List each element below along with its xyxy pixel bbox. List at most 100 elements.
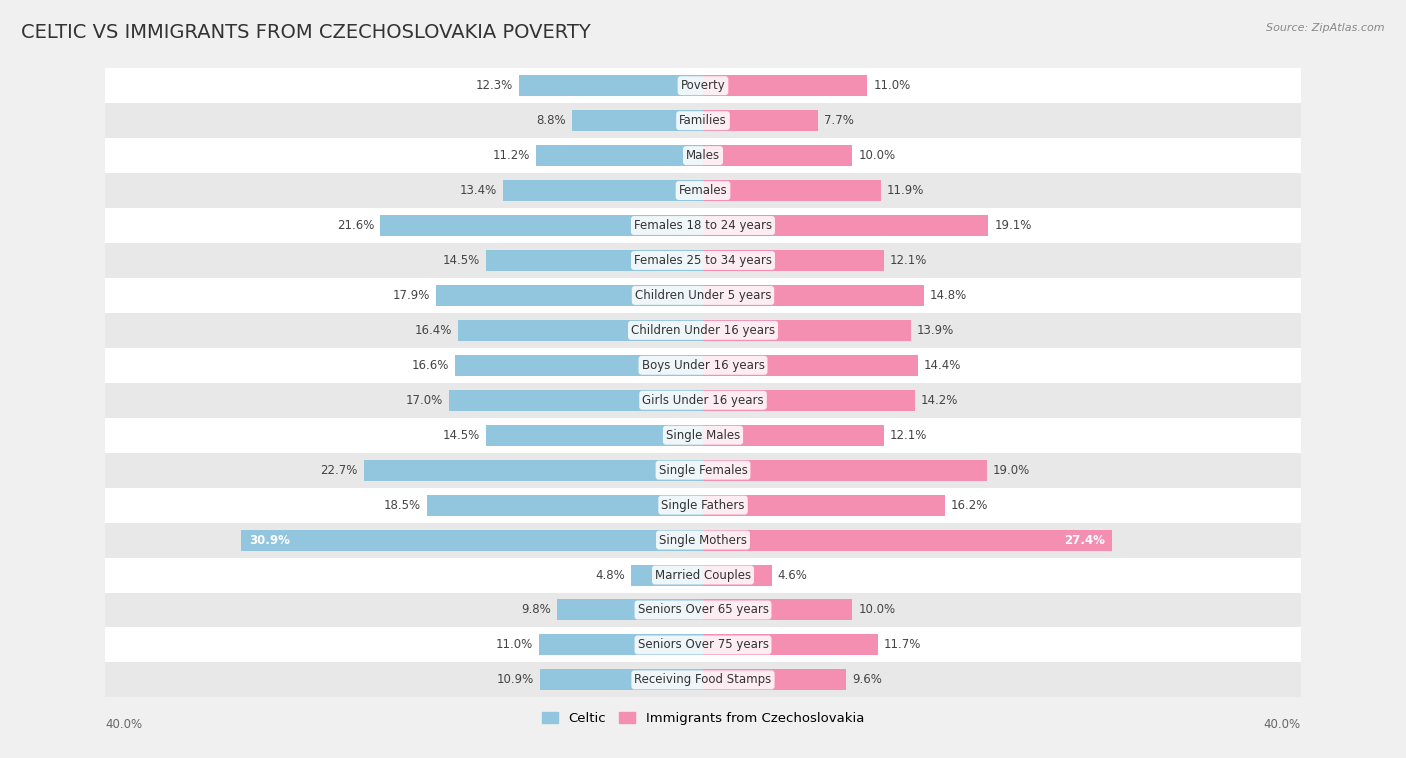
Text: 30.9%: 30.9% [249, 534, 290, 547]
Text: Children Under 16 years: Children Under 16 years [631, 324, 775, 337]
Text: 22.7%: 22.7% [321, 464, 359, 477]
Bar [703, 215, 988, 236]
Text: 21.6%: 21.6% [337, 219, 374, 232]
Text: 17.9%: 17.9% [392, 289, 430, 302]
Text: Females 18 to 24 years: Females 18 to 24 years [634, 219, 772, 232]
Bar [557, 600, 703, 621]
Text: 11.0%: 11.0% [495, 638, 533, 651]
Bar [536, 145, 703, 166]
Bar [486, 250, 703, 271]
Text: 40.0%: 40.0% [1264, 719, 1301, 731]
Text: Receiving Food Stamps: Receiving Food Stamps [634, 673, 772, 687]
Bar [540, 669, 703, 691]
Text: Single Fathers: Single Fathers [661, 499, 745, 512]
Bar [486, 424, 703, 446]
Text: 16.2%: 16.2% [950, 499, 988, 512]
Text: Males: Males [686, 149, 720, 162]
Bar [105, 103, 1301, 138]
Bar [242, 530, 703, 550]
Bar [105, 68, 1301, 103]
Bar [703, 669, 846, 691]
Text: 19.1%: 19.1% [994, 219, 1032, 232]
Text: 17.0%: 17.0% [406, 393, 443, 407]
Bar [449, 390, 703, 411]
Text: Girls Under 16 years: Girls Under 16 years [643, 393, 763, 407]
Text: 12.3%: 12.3% [477, 79, 513, 92]
Bar [703, 459, 987, 481]
Text: 10.0%: 10.0% [858, 149, 896, 162]
Text: Single Males: Single Males [666, 429, 740, 442]
Text: Seniors Over 65 years: Seniors Over 65 years [637, 603, 769, 616]
Bar [105, 453, 1301, 487]
Bar [105, 383, 1301, 418]
Text: Children Under 5 years: Children Under 5 years [634, 289, 772, 302]
Text: 7.7%: 7.7% [824, 114, 853, 127]
Text: 13.4%: 13.4% [460, 184, 496, 197]
Bar [105, 313, 1301, 348]
Text: 4.8%: 4.8% [596, 568, 626, 581]
Bar [519, 75, 703, 96]
Text: 14.8%: 14.8% [931, 289, 967, 302]
Text: Single Mothers: Single Mothers [659, 534, 747, 547]
Text: 14.5%: 14.5% [443, 429, 481, 442]
Text: 10.0%: 10.0% [858, 603, 896, 616]
Text: 14.5%: 14.5% [443, 254, 481, 267]
Text: 12.1%: 12.1% [890, 429, 927, 442]
Text: Poverty: Poverty [681, 79, 725, 92]
Text: CELTIC VS IMMIGRANTS FROM CZECHOSLOVAKIA POVERTY: CELTIC VS IMMIGRANTS FROM CZECHOSLOVAKIA… [21, 23, 591, 42]
Text: 40.0%: 40.0% [105, 719, 142, 731]
Bar [703, 75, 868, 96]
Bar [105, 522, 1301, 558]
Text: 11.9%: 11.9% [887, 184, 924, 197]
Text: 14.2%: 14.2% [921, 393, 959, 407]
Bar [571, 110, 703, 131]
Text: 8.8%: 8.8% [536, 114, 565, 127]
Bar [105, 487, 1301, 522]
Bar [105, 173, 1301, 208]
Legend: Celtic, Immigrants from Czechoslovakia: Celtic, Immigrants from Czechoslovakia [543, 713, 863, 725]
Bar [703, 180, 880, 201]
Text: 16.6%: 16.6% [412, 359, 449, 372]
Text: Females 25 to 34 years: Females 25 to 34 years [634, 254, 772, 267]
Text: 27.4%: 27.4% [1064, 534, 1105, 547]
Text: Source: ZipAtlas.com: Source: ZipAtlas.com [1267, 23, 1385, 33]
Bar [105, 593, 1301, 628]
Bar [105, 138, 1301, 173]
Bar [456, 355, 703, 376]
Text: 18.5%: 18.5% [384, 499, 420, 512]
Bar [703, 285, 924, 306]
Text: 12.1%: 12.1% [890, 254, 927, 267]
Bar [105, 558, 1301, 593]
Text: 9.8%: 9.8% [520, 603, 551, 616]
Text: Families: Families [679, 114, 727, 127]
Bar [631, 565, 703, 585]
Bar [105, 278, 1301, 313]
Bar [703, 424, 884, 446]
Bar [703, 145, 852, 166]
Bar [538, 634, 703, 656]
Bar [703, 634, 877, 656]
Text: 4.6%: 4.6% [778, 568, 807, 581]
Bar [703, 355, 918, 376]
Bar [105, 348, 1301, 383]
Bar [503, 180, 703, 201]
Bar [703, 390, 915, 411]
Text: 16.4%: 16.4% [415, 324, 453, 337]
Bar [105, 243, 1301, 278]
Bar [105, 628, 1301, 662]
Text: 11.7%: 11.7% [884, 638, 921, 651]
Text: 10.9%: 10.9% [496, 673, 534, 687]
Bar [364, 459, 703, 481]
Text: 19.0%: 19.0% [993, 464, 1031, 477]
Text: Boys Under 16 years: Boys Under 16 years [641, 359, 765, 372]
Bar [703, 110, 818, 131]
Text: 9.6%: 9.6% [852, 673, 882, 687]
Text: 14.4%: 14.4% [924, 359, 962, 372]
Bar [703, 320, 911, 341]
Text: Seniors Over 75 years: Seniors Over 75 years [637, 638, 769, 651]
Bar [703, 495, 945, 515]
Text: Married Couples: Married Couples [655, 568, 751, 581]
Bar [703, 565, 772, 585]
Text: 11.0%: 11.0% [873, 79, 911, 92]
Bar [703, 530, 1112, 550]
